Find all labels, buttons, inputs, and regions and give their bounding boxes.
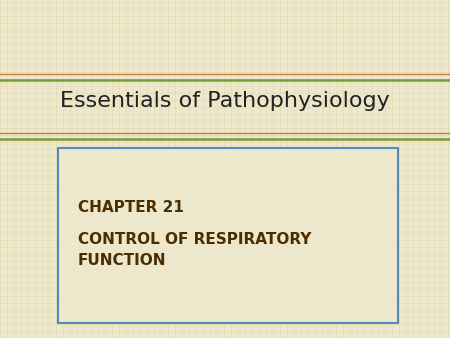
Text: CHAPTER 21: CHAPTER 21 (78, 200, 184, 216)
Text: CONTROL OF RESPIRATORY
FUNCTION: CONTROL OF RESPIRATORY FUNCTION (78, 232, 311, 268)
Bar (58, 148, 398, 323)
Text: Essentials of Pathophysiology: Essentials of Pathophysiology (60, 91, 390, 111)
